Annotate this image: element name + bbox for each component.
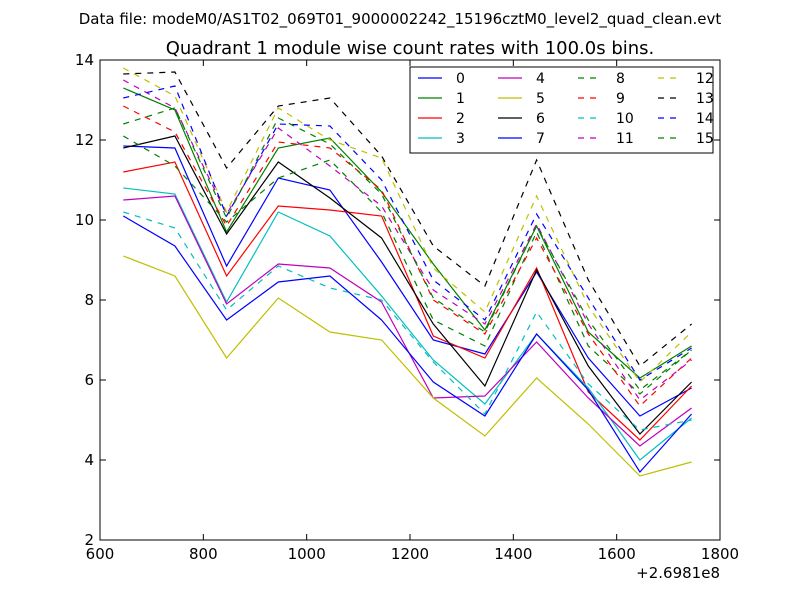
legend-label-6: 6: [536, 111, 545, 127]
legend-label-8: 8: [616, 71, 625, 87]
y-tick-label: 6: [84, 371, 94, 389]
x-tick-label: 600: [86, 545, 115, 563]
series-line-8: [122, 135, 692, 395]
series-line-7: [122, 215, 693, 473]
legend-label-9: 9: [616, 91, 625, 107]
x-tick-label: 1600: [598, 545, 636, 563]
series-layer: [122, 67, 693, 477]
legend-label-13: 13: [696, 91, 714, 107]
legend-box: [409, 66, 714, 154]
legend-label-12: 12: [696, 71, 714, 87]
plot-frame: [99, 59, 721, 541]
x-tick-label: 1000: [288, 545, 326, 563]
legend-label-15: 15: [696, 131, 714, 147]
x-tick-label: 1800: [701, 545, 739, 563]
x-tick-label: 1200: [391, 545, 429, 563]
y-tick-label: 14: [75, 51, 94, 69]
y-tick-label: 2: [84, 531, 94, 549]
legend-label-3: 3: [456, 131, 465, 147]
series-line-0: [123, 145, 692, 417]
legend-label-7: 7: [536, 131, 545, 147]
series-line-10: [123, 211, 692, 431]
series-line-9: [123, 105, 693, 407]
y-tick-label: 4: [84, 451, 94, 469]
series-line-14: [123, 85, 692, 381]
legend-label-10: 10: [616, 111, 634, 127]
series-line-1: [123, 87, 692, 379]
legend-label-0: 0: [456, 71, 465, 87]
series-line-13: [123, 71, 692, 367]
x-axis-offset-label: +2.6981e8: [636, 564, 720, 582]
series-line-11: [123, 79, 692, 401]
x-tick-label: 1400: [494, 545, 532, 563]
series-line-6: [123, 135, 693, 435]
x-tick-label: 800: [189, 545, 218, 563]
legend-label-11: 11: [616, 131, 634, 147]
y-tick-label: 8: [84, 291, 94, 309]
y-tick-label: 12: [75, 131, 94, 149]
legend-label-1: 1: [456, 91, 465, 107]
y-tick-label: 10: [75, 211, 94, 229]
chart-title: Quadrant 1 module wise count rates with …: [166, 38, 655, 59]
legend-label-2: 2: [456, 111, 465, 127]
legend-label-5: 5: [536, 91, 545, 107]
supertitle: Data file: modeM0/AS1T02_069T01_90000022…: [79, 10, 722, 29]
series-line-4: [123, 195, 692, 447]
series-line-3: [123, 187, 692, 461]
legend-label-14: 14: [696, 111, 714, 127]
series-line-5: [123, 255, 692, 477]
legend-label-4: 4: [536, 71, 545, 87]
